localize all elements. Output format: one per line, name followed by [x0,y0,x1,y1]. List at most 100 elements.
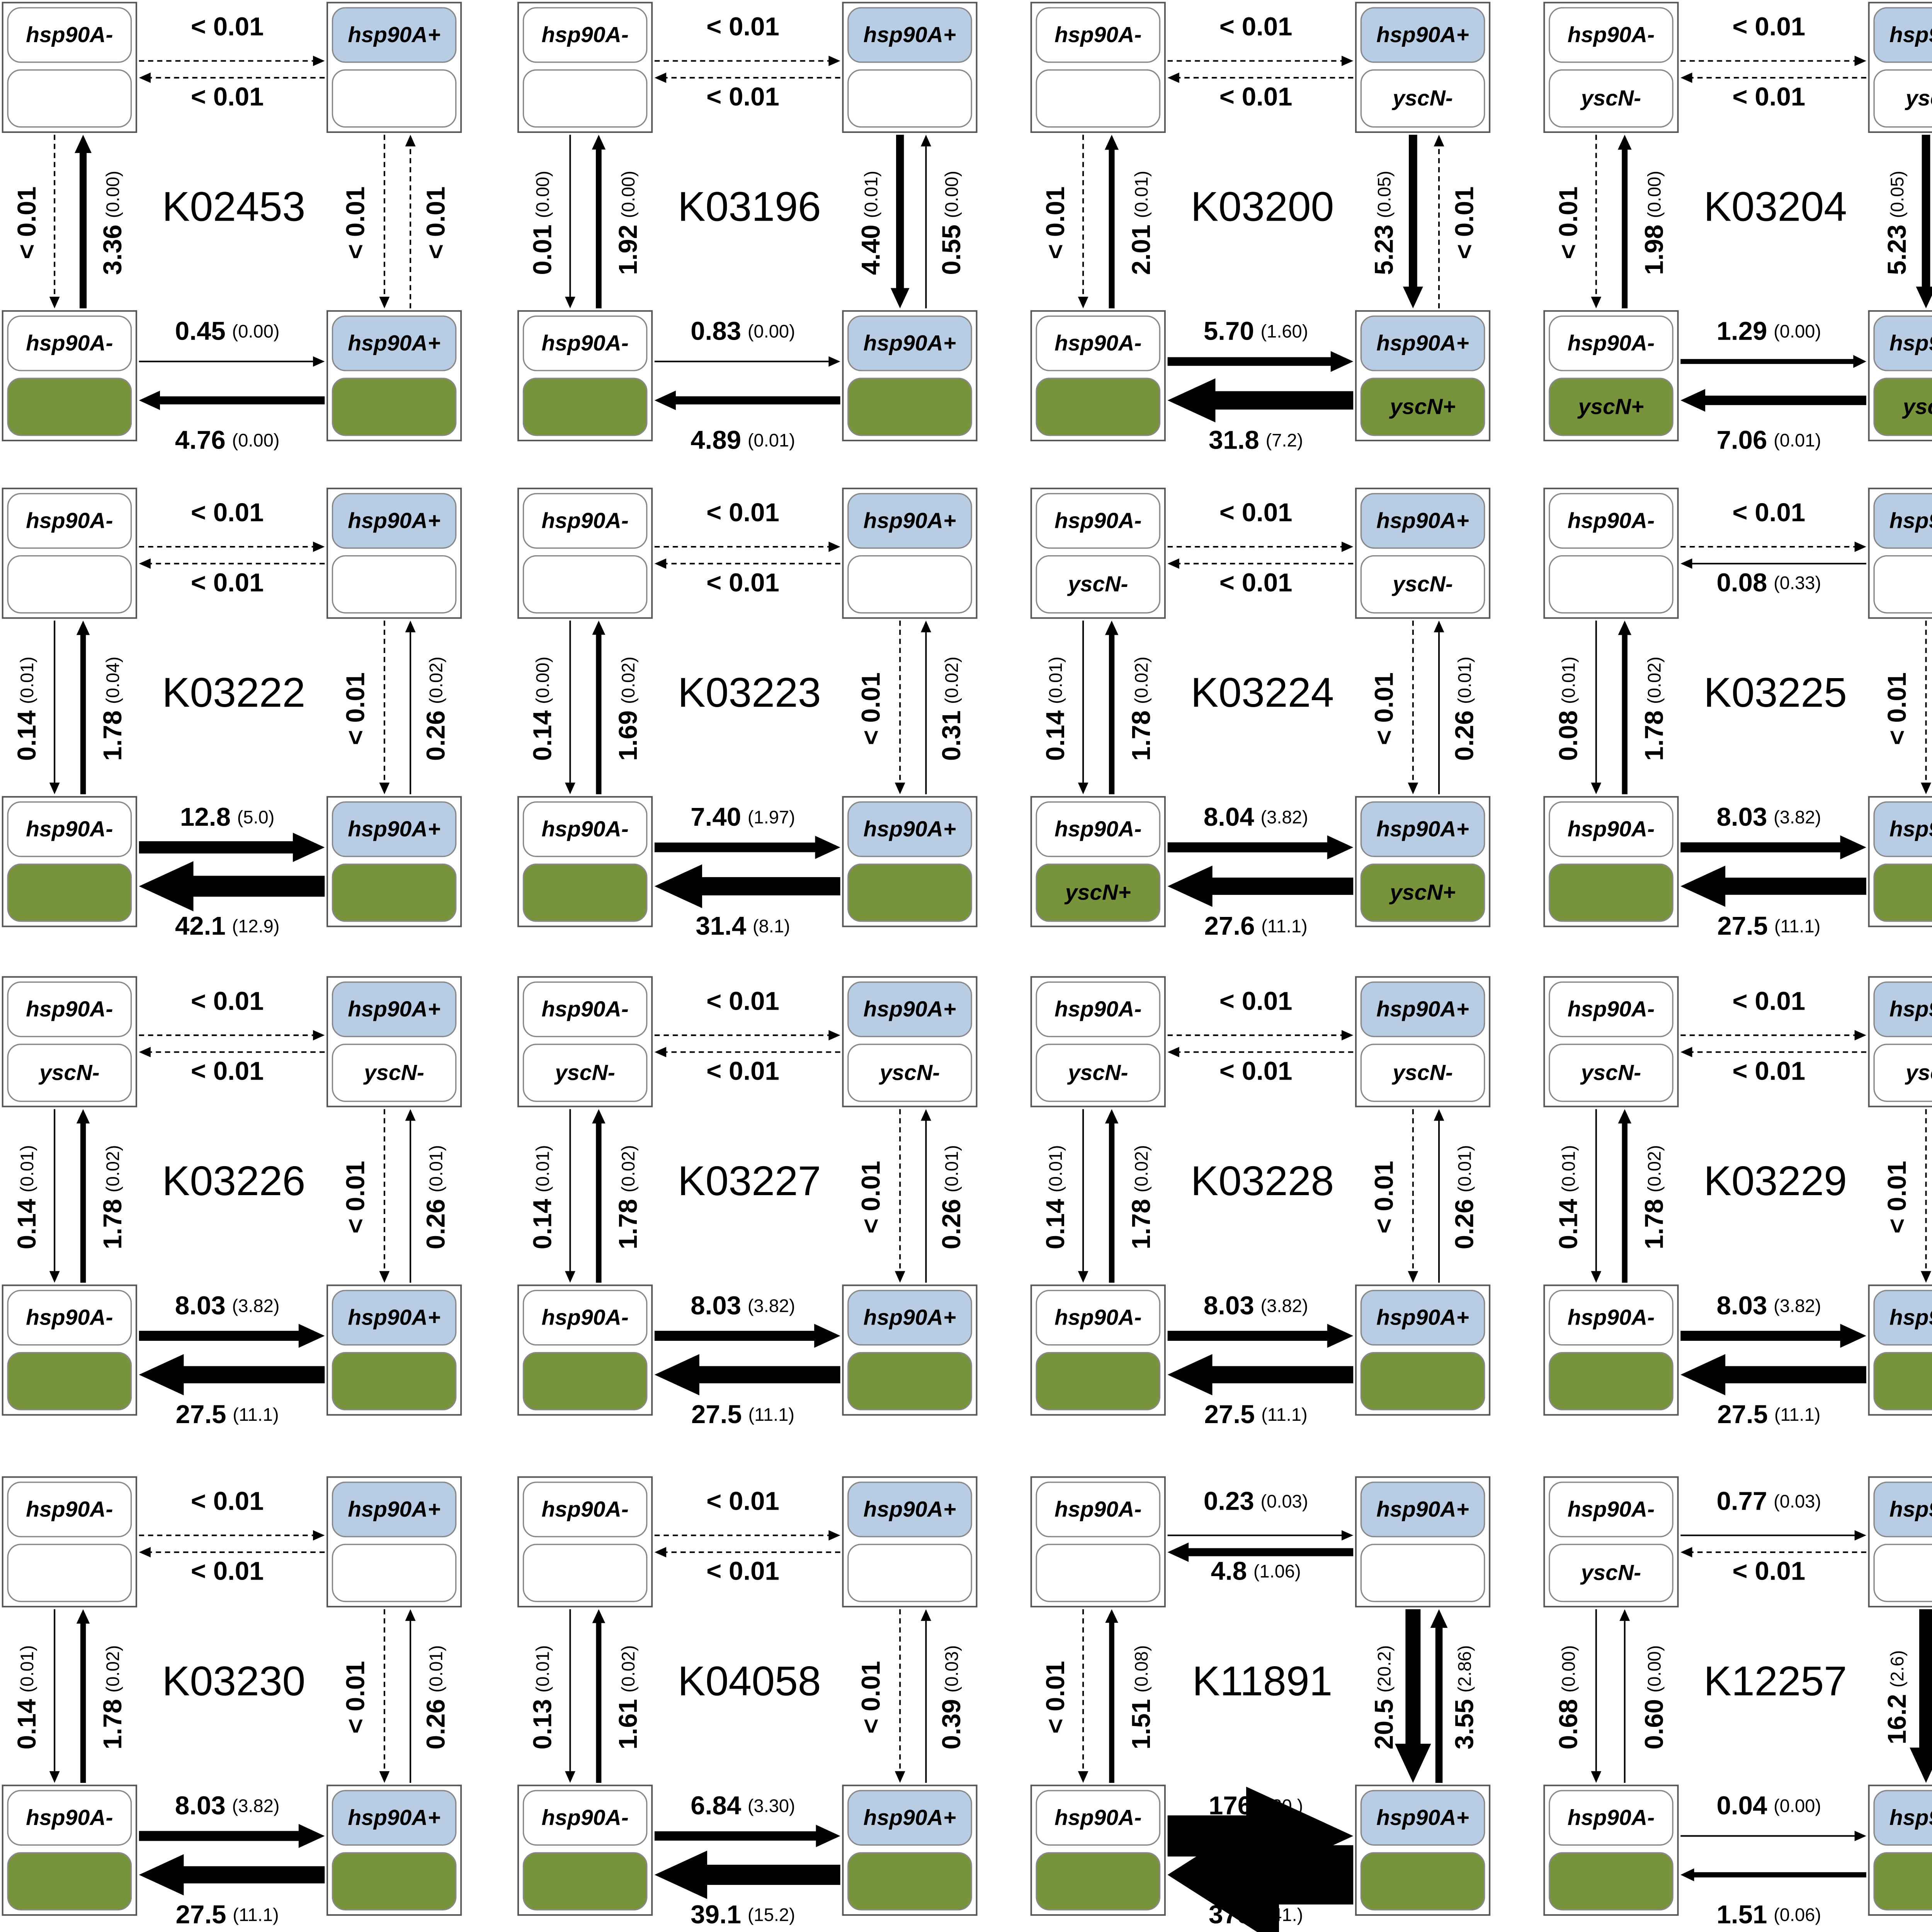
rate-label: 4.76 (0.00) [175,425,280,454]
rate-error: (0.02) [941,656,962,704]
rate-label: 0.14 (0.01) [12,656,41,761]
box-top [7,493,132,549]
box-bottom [522,1544,648,1602]
box-label: hsp90A+ [1889,997,1932,1022]
arrow [76,1609,90,1783]
arrow [1105,1109,1119,1283]
rate-error: (0.00) [748,321,795,342]
rate-value: < 0.01 [706,82,779,111]
panel: K03226 < 0.01 < 0.01 0.14 (0.01) 1.78 (0.02) < … [2,976,462,1429]
box-top [1549,315,1673,371]
box-bottom [1873,378,1932,436]
rate-label: 0.14 (0.00) [528,656,557,761]
rate-value: 0.26 [421,1699,450,1750]
arrow-head [654,72,667,83]
rate-value: 1.78 [98,1199,127,1250]
rate-label: < 0.01 [1219,1056,1293,1085]
rate-error: (0.01) [1045,1145,1066,1192]
rate-label: < 0.01 [856,1661,885,1734]
rate-value: 0.26 [1450,1199,1479,1250]
box-label: hsp90A+ [1889,331,1932,355]
panel: K03228 < 0.01 < 0.01 0.14 (0.01) 1.78 (0.02) < … [1030,976,1491,1429]
box-top [332,493,457,549]
arrow [1617,134,1632,309]
box-label: hsp90A+ [864,817,956,842]
box-top [1873,493,1932,549]
rate-value: 0.55 [937,224,966,275]
arrow [1167,1324,1354,1348]
panel: K03229 < 0.01 < 0.01 0.14 (0.01) 1.78 (0.02) < … [1543,976,1932,1429]
box-top [847,801,972,857]
box-bottom [1360,1544,1485,1602]
arrow-head [895,782,905,794]
rate-label: 0.45 (0.00) [175,317,280,346]
box-bottom [1873,1544,1932,1602]
rate-label: < 0.01 [1883,1161,1912,1233]
rate-label: 16.2 (2.6) [1883,1650,1912,1745]
arrow [1680,1354,1866,1396]
rate-label: < 0.01 [1732,12,1805,41]
rate-error: (11.1) [1774,916,1820,936]
rate-label: 1.78 (0.02) [1639,656,1668,761]
panel-id: K03204 [1704,184,1847,230]
box-label: hsp90A+ [348,817,440,842]
rate-label: 1.78 (0.02) [1126,656,1155,761]
box-label: hsp90A- [1568,22,1655,47]
panel: K03227 < 0.01 < 0.01 0.14 (0.01) 1.78 (0.02) < … [517,976,978,1429]
rate-value: 0.60 [1639,1699,1668,1750]
rate-value: 4.8 [1211,1557,1247,1586]
rate-error: (0.01) [1454,1145,1475,1192]
box-label: hsp90A+ [1376,817,1469,842]
rate-label: 1.51 (0.08) [1126,1645,1155,1750]
box-label: hsp90A- [26,1805,113,1830]
box-label: hsp90A+ [864,1805,956,1830]
rate-label: 5.23 (0.05) [1883,171,1912,275]
rate-label: < 0.01 [1219,498,1293,527]
rate-label: 0.01 (0.00) [528,171,557,275]
box-bottom [1036,863,1161,922]
panel: K03224 < 0.01 < 0.01 0.14 (0.01) 1.78 (0.02) < … [1030,488,1491,940]
rate-label: < 0.01 [1219,986,1293,1015]
arrow-head [1341,1530,1354,1541]
arrow [654,1354,840,1396]
arrow-head [379,1771,390,1783]
rate-value: < 0.01 [1732,12,1805,41]
arrow-head [49,296,60,309]
rate-value: 31.8 [1209,425,1259,454]
rate-value: < 0.01 [1041,187,1070,259]
box-label: hsp90A- [26,1305,113,1330]
box-top [1036,493,1161,549]
box-top [332,1481,457,1537]
rate-value: 0.14 [12,1699,41,1750]
panel: K03225 < 0.01 0.08 (0.33) 0.08 (0.01) 1.78 (0.0… [1543,488,1932,940]
box-label: hsp90A+ [864,22,956,47]
box-top [522,1290,648,1346]
box-bottom [1549,863,1673,922]
arrow [139,1354,325,1396]
rate-label: 1.78 (0.02) [1126,1145,1155,1249]
box-top [847,1290,972,1346]
rate-error: (0.03) [941,1645,962,1693]
arrow-head [1854,541,1866,552]
rate-value: < 0.01 [191,12,264,41]
box-label: hsp90A- [26,508,113,533]
box-bottom [1036,69,1161,128]
rate-value: 1.69 [614,711,643,761]
rate-value: 27.5 [691,1400,742,1429]
rate-label: 0.26 (0.01) [1450,656,1479,761]
rate-value: < 0.01 [341,187,370,259]
box-bottom [1360,555,1485,614]
arrow [1680,1868,1866,1881]
arrow-head [1167,558,1179,569]
panel: K02453 < 0.01 < 0.01 < 0.01 3.36 (0.00) < 0.01… [2,2,462,454]
rate-label: < 0.01 [706,498,779,527]
box-top [522,981,648,1037]
arrow [592,1609,605,1783]
rate-label: < 0.01 [706,1557,779,1586]
box-sublabel: yscN+ [1577,394,1644,419]
box-bottom [522,69,648,128]
rate-label: 8.03 (3.82) [1717,1291,1821,1320]
rate-value: 39.1 [690,1900,741,1929]
rate-value: 0.39 [937,1699,966,1750]
rate-error: (0.00) [1774,321,1821,342]
